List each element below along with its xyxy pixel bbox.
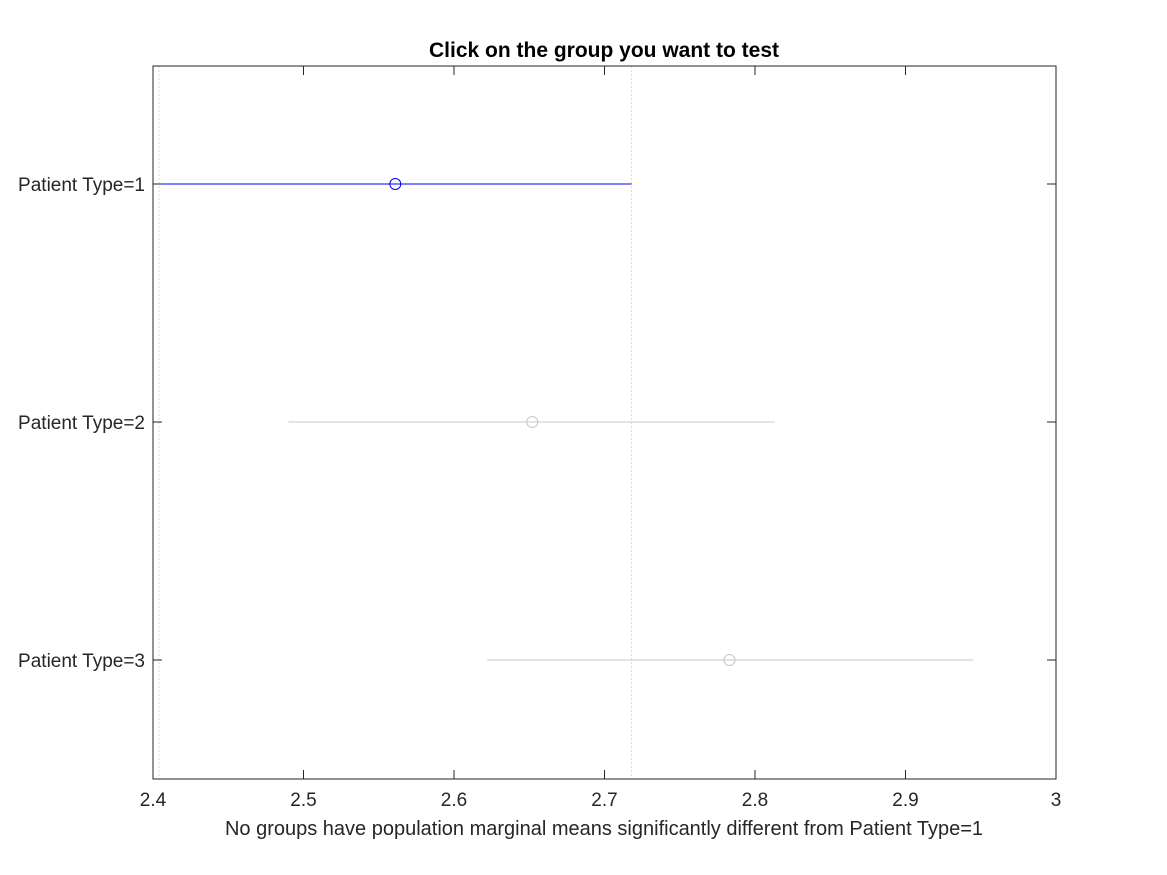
mean-marker-2[interactable]: [526, 416, 539, 428]
x-tick-label: 2.6: [441, 790, 467, 811]
x-axis-label: No groups have population marginal means…: [225, 818, 983, 840]
x-tick-label: 2.7: [591, 790, 617, 811]
y-category-label: Patient Type=1: [18, 175, 145, 196]
x-tick-label: 2.5: [290, 790, 316, 811]
y-category-label: Patient Type=3: [18, 651, 145, 672]
mean-marker-3[interactable]: [723, 654, 736, 666]
y-axis-ticks: Patient Type=1 Patient Type=2 Patient Type…: [18, 175, 1056, 672]
x-tick-label: 2.8: [742, 790, 768, 811]
x-tick-label: 2.4: [140, 790, 167, 811]
x-axis-ticks: 2.4 2.5 2.6 2.7 2.8 2.9 3: [140, 66, 1062, 811]
mean-marker-1[interactable]: [389, 178, 402, 190]
chart-title: Click on the group you want to test: [429, 39, 779, 62]
x-tick-label: 2.9: [892, 790, 918, 811]
y-category-label: Patient Type=2: [18, 413, 145, 434]
interval-layer[interactable]: [159, 178, 974, 666]
x-tick-label: 3: [1051, 790, 1062, 811]
